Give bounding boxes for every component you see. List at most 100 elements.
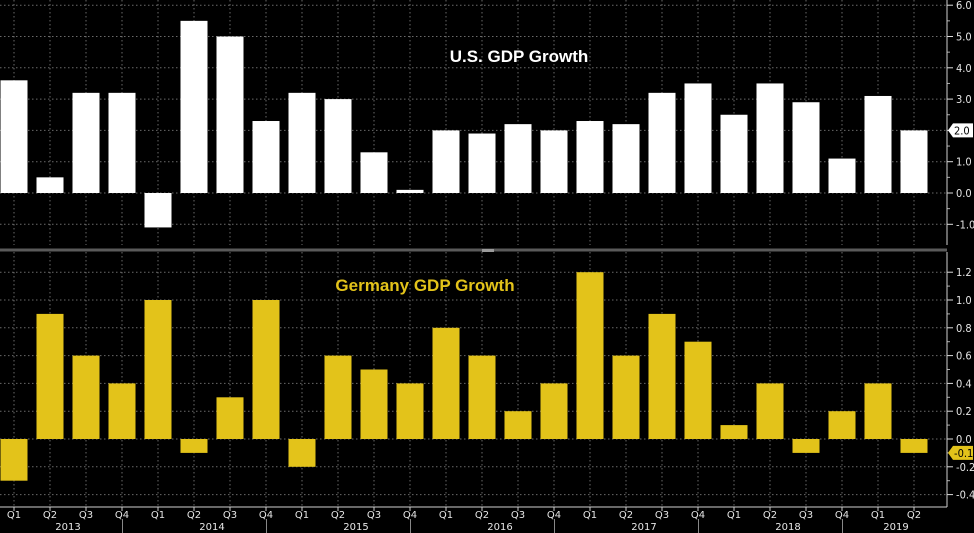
germany-bar-2018-q2 <box>756 383 784 439</box>
germany-bar-2016-q3 <box>504 411 532 439</box>
x-quarter-label: Q4 <box>691 510 705 521</box>
germany-bar-2017-q2 <box>612 355 640 439</box>
last-value-badge: -0.1 <box>948 445 973 460</box>
x-quarter-label: Q3 <box>799 510 813 521</box>
y-tick-label: 4.0 <box>956 62 972 75</box>
y-tick-label: 3.0 <box>956 93 972 106</box>
us-bar-2013-q4 <box>108 92 136 193</box>
germany-bar-2015-q4 <box>396 383 424 439</box>
x-quarter-label: Q2 <box>187 510 201 521</box>
x-quarter-label: Q3 <box>367 510 381 521</box>
germany-bar-2013-q3 <box>72 355 100 439</box>
y-tick-label: 0.0 <box>956 187 972 200</box>
us-bar-2017-q3 <box>648 92 676 193</box>
germany-bar-2017-q4 <box>684 341 712 439</box>
germany-bar-2015-q1 <box>288 439 316 467</box>
germany-bar-2015-q2 <box>324 355 352 439</box>
us-bar-2018-q2 <box>756 83 784 193</box>
x-quarter-label: Q2 <box>907 510 921 521</box>
y-tick-label: -0.4 <box>956 489 974 502</box>
germany-bar-2014-q3 <box>216 397 244 439</box>
y-tick-label: 1.2 <box>956 266 972 279</box>
x-year-label: 2019 <box>883 522 908 533</box>
y-tick-label: -1.0 <box>956 218 974 231</box>
x-quarter-label: Q2 <box>763 510 777 521</box>
us-bar-2014-q3 <box>216 36 244 193</box>
us-bar-2019-q2 <box>900 130 928 193</box>
x-quarter-label: Q2 <box>475 510 489 521</box>
badge-value: -0.1 <box>954 447 973 460</box>
x-year-label: 2018 <box>775 522 800 533</box>
panel-resize-handle <box>482 249 494 252</box>
y-tick-label: -0.2 <box>956 461 974 474</box>
x-quarter-label: Q4 <box>835 510 849 521</box>
x-year-label: 2017 <box>631 522 656 533</box>
x-quarter-label: Q1 <box>7 510 21 521</box>
y-tick-label: 0.4 <box>956 377 972 390</box>
y-tick-label: 1.0 <box>956 156 972 169</box>
us-bar-2018-q1 <box>720 114 748 193</box>
x-year-label: 2014 <box>199 522 224 533</box>
x-quarter-label: Q1 <box>727 510 741 521</box>
us-bar-2014-q2 <box>180 20 208 193</box>
y-tick-label: 1.0 <box>956 294 972 307</box>
us-bar-2015-q2 <box>324 99 352 193</box>
germany-bar-2019-q1 <box>864 383 892 439</box>
germany-chart-title: Germany GDP Growth <box>335 276 514 295</box>
x-quarter-label: Q4 <box>547 510 561 521</box>
us-bar-2013-q1 <box>0 80 28 193</box>
us-bar-2013-q2 <box>36 177 64 193</box>
us-bar-2016-q4 <box>540 130 568 193</box>
y-tick-label: 0.6 <box>956 350 972 363</box>
us-bar-2018-q4 <box>828 158 856 193</box>
y-tick-label: 6.0 <box>956 0 972 12</box>
us-bar-2014-q4 <box>252 121 280 193</box>
y-tick-label: 0.2 <box>956 405 972 418</box>
germany-bar-2018-q3 <box>792 439 820 453</box>
x-quarter-label: Q2 <box>331 510 345 521</box>
x-quarter-label: Q3 <box>511 510 525 521</box>
us-bar-2018-q3 <box>792 102 820 193</box>
bars <box>0 20 928 481</box>
germany-bar-2018-q4 <box>828 411 856 439</box>
germany-bar-2017-q1 <box>576 272 604 439</box>
germany-bar-2016-q1 <box>432 327 460 439</box>
us-bar-2013-q3 <box>72 92 100 193</box>
x-quarter-label: Q4 <box>259 510 273 521</box>
x-quarter-label: Q1 <box>871 510 885 521</box>
badge-shape <box>948 445 973 460</box>
x-quarter-label: Q4 <box>403 510 417 521</box>
x-quarter-label: Q1 <box>583 510 597 521</box>
badge-shape <box>948 123 973 138</box>
us-bar-2019-q1 <box>864 95 892 193</box>
us-bar-2015-q1 <box>288 92 316 193</box>
x-year-label: 2015 <box>343 522 368 533</box>
germany-bar-2013-q2 <box>36 313 64 439</box>
germany-bar-2014-q4 <box>252 300 280 439</box>
x-quarter-label: Q4 <box>115 510 129 521</box>
us-bar-2017-q4 <box>684 83 712 193</box>
us-bar-2017-q2 <box>612 124 640 193</box>
x-quarter-label: Q1 <box>295 510 309 521</box>
germany-bar-2014-q2 <box>180 439 208 453</box>
x-quarter-label: Q2 <box>43 510 57 521</box>
germany-bar-2014-q1 <box>144 300 172 439</box>
x-year-label: 2013 <box>55 522 80 533</box>
germany-bar-2013-q4 <box>108 383 136 439</box>
us-bar-2015-q3 <box>360 152 388 193</box>
us-bar-2015-q4 <box>396 189 424 193</box>
x-quarter-label: Q3 <box>655 510 669 521</box>
x-year-label: 2016 <box>487 522 512 533</box>
germany-bar-2016-q4 <box>540 383 568 439</box>
us-bar-2014-q1 <box>144 193 172 228</box>
germany-bar-2019-q2 <box>900 439 928 453</box>
us-bar-2016-q1 <box>432 130 460 193</box>
x-quarter-label: Q1 <box>439 510 453 521</box>
germany-bar-2013-q1 <box>0 439 28 481</box>
badge-value: 2.0 <box>954 124 970 137</box>
us-bar-2017-q1 <box>576 121 604 193</box>
us-chart-title: U.S. GDP Growth <box>450 47 589 66</box>
germany-bar-2018-q1 <box>720 425 748 439</box>
